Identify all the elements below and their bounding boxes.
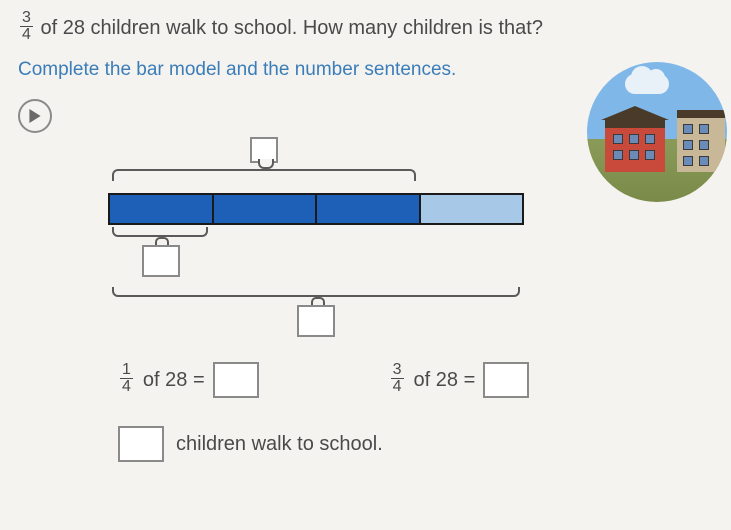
final-sentence: children walk to school. bbox=[118, 426, 713, 462]
bar-segment bbox=[110, 195, 214, 223]
brace-bottom-icon bbox=[108, 287, 524, 301]
bar-segment bbox=[421, 195, 523, 223]
fraction-denominator: 4 bbox=[120, 379, 133, 395]
question-body: of 28 children walk to school. How many … bbox=[40, 17, 542, 39]
window-icon bbox=[699, 156, 709, 166]
window-icon bbox=[683, 140, 693, 150]
sentence-text: of 28 = bbox=[143, 369, 205, 392]
fraction-numerator: 3 bbox=[391, 362, 404, 379]
answer-input-1[interactable] bbox=[213, 362, 259, 398]
window-icon bbox=[629, 134, 639, 144]
question-text: 3 4 of 28 children walk to school. How m… bbox=[18, 12, 713, 45]
window-icon bbox=[683, 124, 693, 134]
fraction-denominator: 4 bbox=[391, 379, 404, 395]
bar-model bbox=[108, 193, 524, 225]
number-sentences: 1 4 of 28 = 3 4 of 28 = children walk to… bbox=[118, 362, 713, 462]
window-icon bbox=[645, 150, 655, 160]
window-icon bbox=[645, 134, 655, 144]
fraction-numerator: 1 bbox=[120, 362, 133, 379]
illustration bbox=[587, 62, 727, 202]
answer-input-2[interactable] bbox=[483, 362, 529, 398]
sentence-2: 3 4 of 28 = bbox=[389, 362, 530, 398]
window-icon bbox=[613, 134, 623, 144]
bar-segment bbox=[214, 195, 318, 223]
sentence-fraction: 1 4 bbox=[120, 362, 133, 395]
single-segment-brace bbox=[108, 227, 212, 277]
window-icon bbox=[683, 156, 693, 166]
final-text: children walk to school. bbox=[176, 433, 383, 456]
sentence-text: of 28 = bbox=[414, 369, 476, 392]
fraction-numerator: 3 bbox=[20, 10, 33, 27]
window-icon bbox=[629, 150, 639, 160]
building-icon bbox=[605, 118, 665, 172]
segment-value-input[interactable] bbox=[142, 245, 180, 277]
window-icon bbox=[699, 140, 709, 150]
instruction-text: Complete the bar model and the number se… bbox=[18, 59, 713, 81]
brace-bottom-icon bbox=[108, 227, 212, 241]
play-button[interactable] bbox=[18, 99, 52, 133]
bar-segment bbox=[317, 195, 421, 223]
top-brace bbox=[108, 137, 420, 181]
full-bar-brace bbox=[108, 287, 524, 337]
brace-top-icon bbox=[108, 165, 420, 181]
window-icon bbox=[613, 150, 623, 160]
bar-model-area bbox=[108, 137, 628, 342]
fraction-denominator: 4 bbox=[20, 27, 33, 43]
sentence-fraction: 3 4 bbox=[391, 362, 404, 395]
question-fraction: 3 4 bbox=[20, 10, 33, 43]
building-icon bbox=[677, 110, 725, 172]
total-value-input[interactable] bbox=[297, 305, 335, 337]
cloud-icon bbox=[625, 74, 669, 94]
sentence-1: 1 4 of 28 = bbox=[118, 362, 259, 398]
final-answer-input[interactable] bbox=[118, 426, 164, 462]
window-icon bbox=[699, 124, 709, 134]
